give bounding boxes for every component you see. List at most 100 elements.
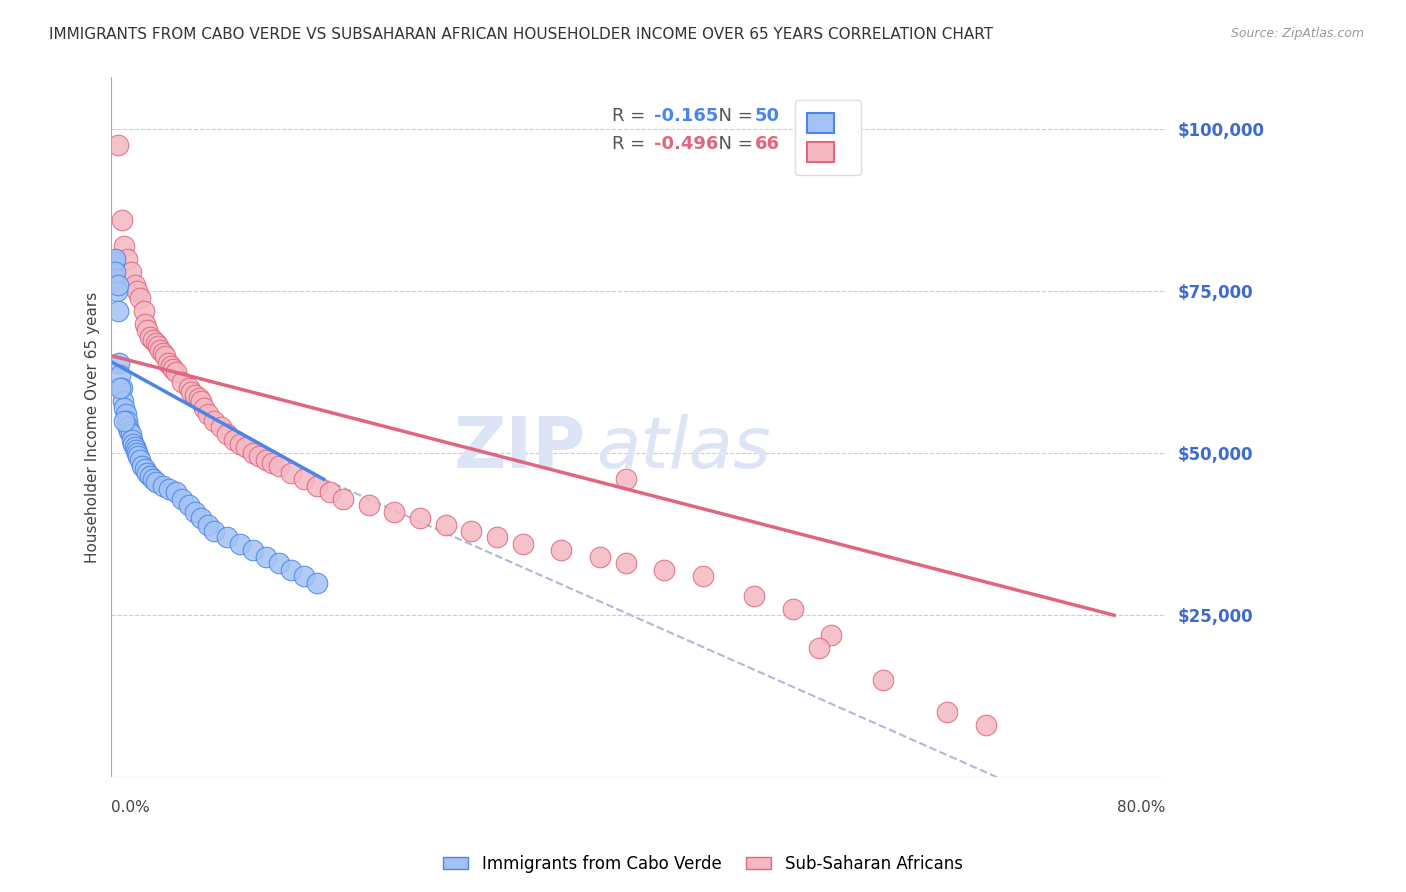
Text: ZIP: ZIP xyxy=(454,414,586,483)
Point xyxy=(486,531,509,545)
Point xyxy=(120,265,142,279)
Text: 50: 50 xyxy=(755,107,779,125)
Point xyxy=(190,511,212,525)
Point xyxy=(165,485,187,500)
Point xyxy=(692,569,714,583)
Point xyxy=(332,491,354,506)
Point xyxy=(267,459,290,474)
Point xyxy=(197,517,219,532)
Point xyxy=(254,549,277,564)
Point xyxy=(134,462,156,476)
Text: N =: N = xyxy=(707,135,759,153)
Point xyxy=(127,450,149,464)
Point xyxy=(115,252,138,266)
Point xyxy=(280,466,302,480)
Point xyxy=(124,440,146,454)
Point xyxy=(217,531,239,545)
Point xyxy=(267,557,290,571)
Point xyxy=(122,436,145,450)
Point xyxy=(202,414,225,428)
Point xyxy=(872,673,894,687)
Point xyxy=(128,452,150,467)
Point xyxy=(125,442,148,457)
Point xyxy=(112,401,135,415)
Point xyxy=(152,346,174,360)
Point xyxy=(110,368,132,383)
Point xyxy=(172,491,194,506)
Point xyxy=(307,478,329,492)
Legend: Immigrants from Cabo Verde, Sub-Saharan Africans: Immigrants from Cabo Verde, Sub-Saharan … xyxy=(437,848,969,880)
Point xyxy=(110,381,132,395)
Point xyxy=(107,303,129,318)
Point xyxy=(136,466,159,480)
Point xyxy=(782,601,804,615)
Point xyxy=(152,478,174,492)
Point xyxy=(114,408,136,422)
Point xyxy=(155,349,177,363)
Point xyxy=(149,343,172,357)
Point xyxy=(104,265,127,279)
Point xyxy=(193,401,215,415)
Text: -0.165: -0.165 xyxy=(654,107,718,125)
Point xyxy=(124,277,146,292)
Point xyxy=(107,138,129,153)
Point xyxy=(550,543,572,558)
Text: IMMIGRANTS FROM CABO VERDE VS SUBSAHARAN AFRICAN HOUSEHOLDER INCOME OVER 65 YEAR: IMMIGRANTS FROM CABO VERDE VS SUBSAHARAN… xyxy=(49,27,993,42)
Point xyxy=(974,718,997,732)
Point xyxy=(157,482,180,496)
Point xyxy=(127,285,149,299)
Point xyxy=(382,504,405,518)
Point xyxy=(319,485,342,500)
Point xyxy=(111,381,134,395)
Point xyxy=(172,375,194,389)
Point xyxy=(190,394,212,409)
Point xyxy=(254,452,277,467)
Point xyxy=(112,414,135,428)
Point xyxy=(120,426,142,441)
Point xyxy=(187,391,209,405)
Point xyxy=(107,277,129,292)
Point xyxy=(146,339,169,353)
Point xyxy=(117,420,139,434)
Point xyxy=(165,365,187,379)
Point xyxy=(103,255,125,269)
Point xyxy=(112,239,135,253)
Point xyxy=(460,524,482,538)
Point xyxy=(132,303,155,318)
Point xyxy=(652,563,675,577)
Point xyxy=(101,258,124,272)
Point xyxy=(142,472,165,486)
Point xyxy=(235,440,257,454)
Point xyxy=(139,469,162,483)
Text: -0.496: -0.496 xyxy=(654,135,718,153)
Point xyxy=(280,563,302,577)
Point xyxy=(180,384,202,399)
Point xyxy=(115,414,138,428)
Y-axis label: Householder Income Over 65 years: Householder Income Over 65 years xyxy=(86,292,100,563)
Point xyxy=(131,459,153,474)
Text: N =: N = xyxy=(707,107,759,125)
Point xyxy=(111,213,134,227)
Legend: , : , xyxy=(794,101,862,175)
Text: 80.0%: 80.0% xyxy=(1118,800,1166,815)
Text: 0.0%: 0.0% xyxy=(111,800,150,815)
Point xyxy=(103,271,125,285)
Point xyxy=(105,285,128,299)
Point xyxy=(229,537,252,551)
Text: R =: R = xyxy=(612,135,651,153)
Point xyxy=(145,336,167,351)
Point xyxy=(357,498,380,512)
Point xyxy=(807,640,830,655)
Point xyxy=(292,472,315,486)
Point xyxy=(139,329,162,343)
Point xyxy=(222,434,245,448)
Point xyxy=(142,333,165,347)
Point xyxy=(936,706,959,720)
Text: 66: 66 xyxy=(755,135,779,153)
Point xyxy=(614,557,637,571)
Point xyxy=(177,498,200,512)
Point xyxy=(111,394,134,409)
Point xyxy=(134,317,156,331)
Point xyxy=(409,511,432,525)
Point xyxy=(184,388,207,402)
